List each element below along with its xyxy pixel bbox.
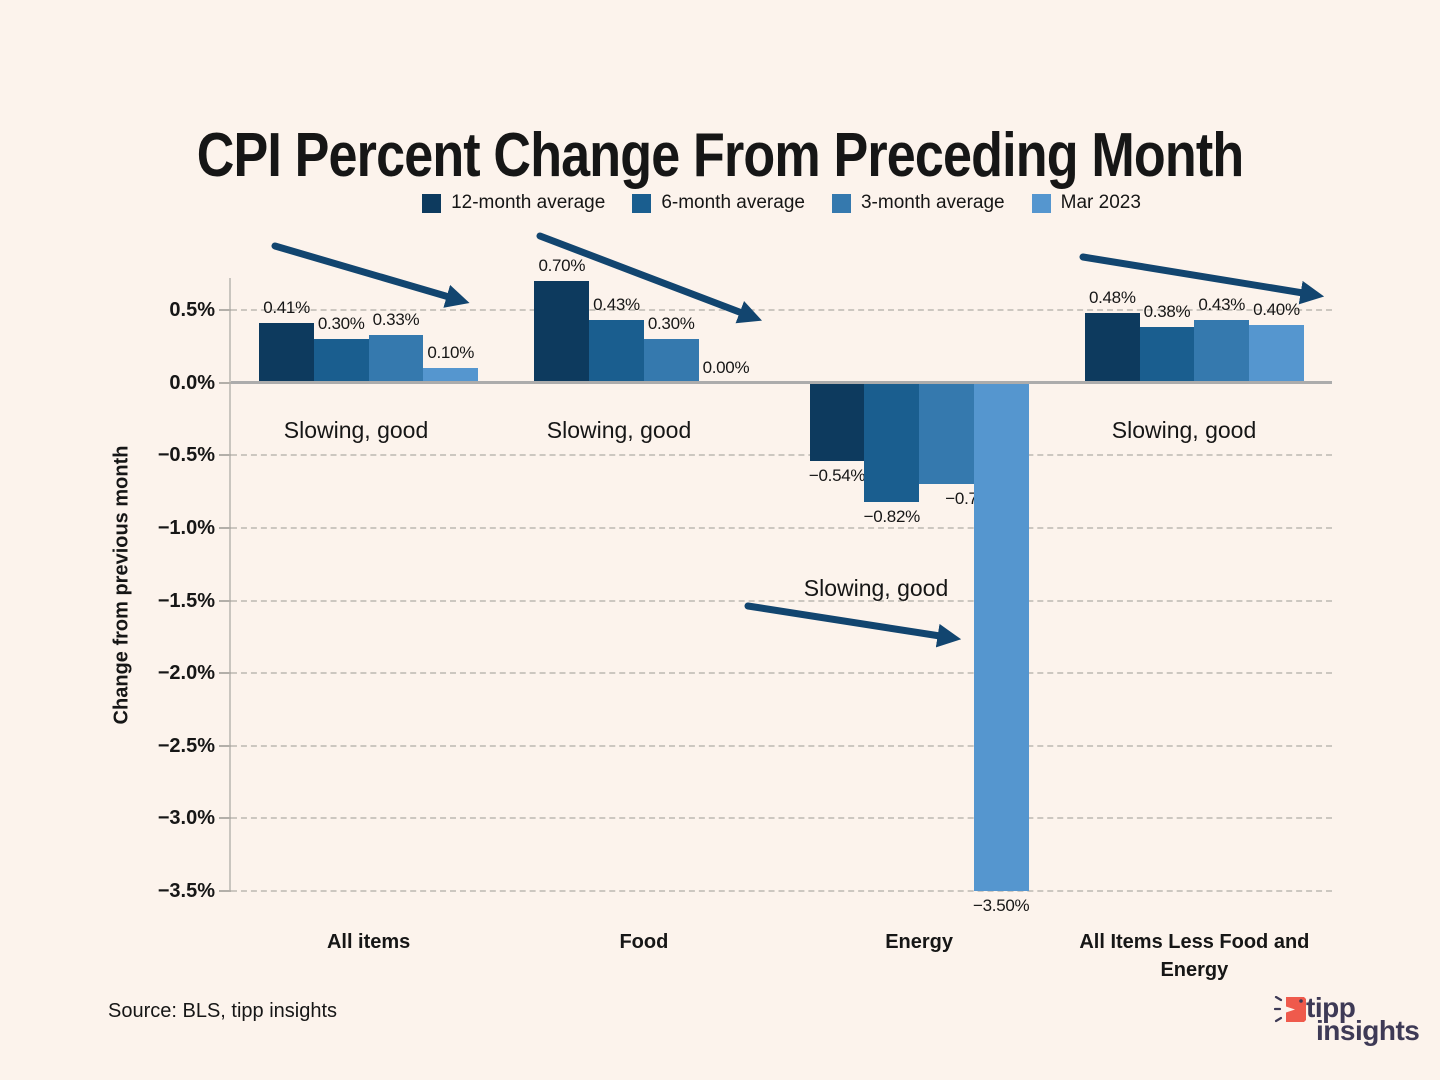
bar xyxy=(589,320,644,383)
legend-label: 12-month average xyxy=(451,192,606,213)
legend-item: 3-month average xyxy=(831,192,1005,214)
annotation-core: Slowing, good xyxy=(1111,417,1257,443)
h-gridline xyxy=(231,744,1332,747)
bar xyxy=(1084,312,1140,383)
y-tick-label: −2.0% xyxy=(157,662,215,685)
bar-value-label: 0.30% xyxy=(647,314,695,334)
bar-value-label: −0.82% xyxy=(863,506,921,526)
h-gridline xyxy=(231,309,1332,311)
category-label: All Items Less Food and Energy xyxy=(1079,931,1310,981)
bar xyxy=(809,382,865,462)
down-arrow-icon-all-items xyxy=(271,242,470,308)
h-gridline xyxy=(231,599,1332,602)
bar-value-label: 0.70% xyxy=(538,255,586,275)
y-tick-mark xyxy=(219,454,231,457)
y-tick-mark xyxy=(219,890,231,892)
annotation-food: Slowing, good xyxy=(546,417,692,443)
annotation-all-items: Slowing, good xyxy=(283,417,429,443)
bar xyxy=(864,382,920,502)
h-gridline xyxy=(231,817,1332,820)
y-tick-label: −3.5% xyxy=(157,880,215,902)
category-label: All items xyxy=(326,931,411,953)
y-tick-label: −0.5% xyxy=(157,444,215,467)
y-tick-mark xyxy=(219,599,231,602)
bar xyxy=(1139,327,1195,383)
down-arrow-icon-energy xyxy=(744,602,962,648)
bar-value-label: 0.10% xyxy=(427,343,475,363)
y-tick-label: −1.0% xyxy=(157,516,215,539)
chart-title: CPI Percent Change From Preceding Month xyxy=(196,120,1244,190)
legend-label: Mar 2023 xyxy=(1060,192,1141,213)
bar xyxy=(1194,320,1250,383)
bar xyxy=(423,368,478,383)
h-gridline xyxy=(231,526,1332,529)
bar-value-label: 0.00% xyxy=(702,357,750,377)
y-tick-mark xyxy=(219,744,231,747)
legend-label: 3-month average xyxy=(860,192,1005,213)
category-label: Energy xyxy=(885,931,954,953)
h-gridline xyxy=(231,672,1332,675)
bar-value-label: 0.40% xyxy=(1253,299,1300,319)
annotation-energy: Slowing, good xyxy=(803,575,949,601)
y-tick-mark xyxy=(219,526,231,529)
y-tick-label: −2.5% xyxy=(157,734,215,757)
bar xyxy=(1249,324,1304,383)
bar xyxy=(368,334,424,383)
bar xyxy=(643,339,699,383)
y-tick-mark xyxy=(219,672,231,675)
h-gridline xyxy=(231,890,1332,892)
bar xyxy=(973,382,1029,891)
y-axis-line xyxy=(229,278,231,891)
bar-value-label: 0.33% xyxy=(372,309,420,329)
bar-value-label: −0.54% xyxy=(808,466,866,486)
bar-value-label: 0.30% xyxy=(317,314,365,334)
category-label: Food xyxy=(619,931,669,953)
legend-swatch-icon xyxy=(1031,193,1051,213)
legend: 12-month average 6-month average 3-month a… xyxy=(231,192,1332,214)
legend-item: 12-month average xyxy=(422,192,605,214)
y-tick-label: 0.5% xyxy=(169,299,215,321)
h-gridline xyxy=(231,454,1332,457)
legend-label: 6-month average xyxy=(661,192,805,213)
y-tick-mark xyxy=(219,817,231,820)
y-tick-label: −1.5% xyxy=(157,589,215,612)
bar-value-label: −3.50% xyxy=(973,896,1030,915)
bar-value-label: 0.38% xyxy=(1143,302,1191,322)
y-tick-mark xyxy=(219,309,231,311)
zero-line xyxy=(231,381,1332,385)
tipp-insights-logo-icon xyxy=(1274,996,1306,1023)
legend-item: Mar 2023 xyxy=(1031,192,1141,214)
legend-swatch-icon xyxy=(422,193,442,213)
bar xyxy=(919,382,974,485)
legend-swatch-icon xyxy=(831,193,851,213)
bar-value-label: 0.43% xyxy=(1198,295,1246,315)
legend-swatch-icon xyxy=(632,193,652,213)
y-tick-label: −3.0% xyxy=(157,807,215,830)
logo-word-insights: insights xyxy=(1316,1015,1420,1046)
bar xyxy=(259,323,314,383)
bar-value-label: 0.41% xyxy=(263,298,310,318)
legend-item: 6-month average xyxy=(632,192,805,214)
bar xyxy=(313,339,369,383)
logo-word-tipp: tipp xyxy=(1306,992,1356,1023)
y-tick-label: 0.0% xyxy=(169,371,215,394)
source-text: Source: BLS, tipp insights xyxy=(108,1000,338,1022)
y-tick-mark xyxy=(219,381,231,384)
